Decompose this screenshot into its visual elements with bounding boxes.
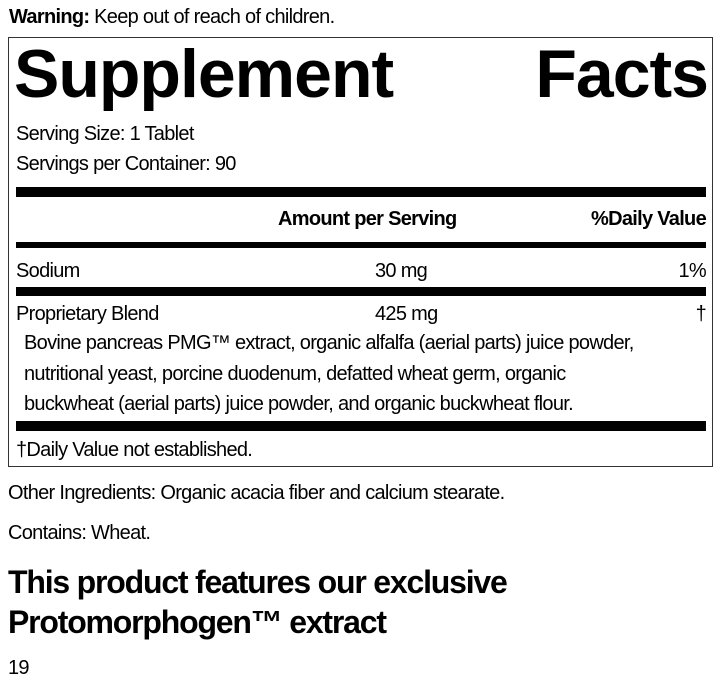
feature-heading-line: This product features our exclusive bbox=[8, 564, 508, 600]
thick-divider bbox=[16, 287, 706, 296]
blend-ingredients-line: Bovine pancreas PMG™ extract, organic al… bbox=[24, 332, 634, 354]
servings-per-container: Servings per Container: 90 bbox=[16, 153, 236, 175]
row-name: Proprietary Blend bbox=[16, 303, 159, 325]
thick-divider bbox=[16, 421, 706, 431]
warning-text: Keep out of reach of children. bbox=[89, 6, 335, 28]
footnote: †Daily Value not established. bbox=[16, 439, 253, 461]
blend-ingredients-line: buckwheat (aerial parts) juice powder, a… bbox=[24, 393, 574, 415]
medium-divider bbox=[16, 242, 706, 248]
row-name: Sodium bbox=[16, 260, 80, 282]
row-dv: † bbox=[695, 303, 707, 325]
row-dv: 1% bbox=[678, 260, 706, 282]
warning: Warning: Keep out of reach of children. bbox=[9, 6, 335, 28]
panel-title: Supplement Facts bbox=[14, 36, 709, 112]
warning-label: Warning: bbox=[9, 6, 90, 28]
other-ingredients: Other Ingredients: Organic acacia fiber … bbox=[8, 482, 505, 504]
allergen-contains: Contains: Wheat. bbox=[8, 522, 151, 544]
title-word-2: Facts bbox=[535, 36, 709, 112]
page-number: 19 bbox=[8, 657, 30, 679]
feature-heading-line: Protomorphogen™ extract bbox=[8, 604, 387, 640]
row-amount: 30 mg bbox=[375, 260, 428, 282]
thick-divider bbox=[16, 187, 706, 197]
title-word-1: Supplement bbox=[14, 36, 394, 112]
supplement-facts-panel bbox=[8, 37, 713, 467]
serving-size: Serving Size: 1 Tablet bbox=[16, 123, 194, 145]
header-amount: Amount per Serving bbox=[278, 208, 457, 230]
row-amount: 425 mg bbox=[375, 303, 438, 325]
header-daily-value: %Daily Value bbox=[591, 208, 707, 230]
blend-ingredients-line: nutritional yeast, porcine duodenum, def… bbox=[24, 363, 566, 385]
